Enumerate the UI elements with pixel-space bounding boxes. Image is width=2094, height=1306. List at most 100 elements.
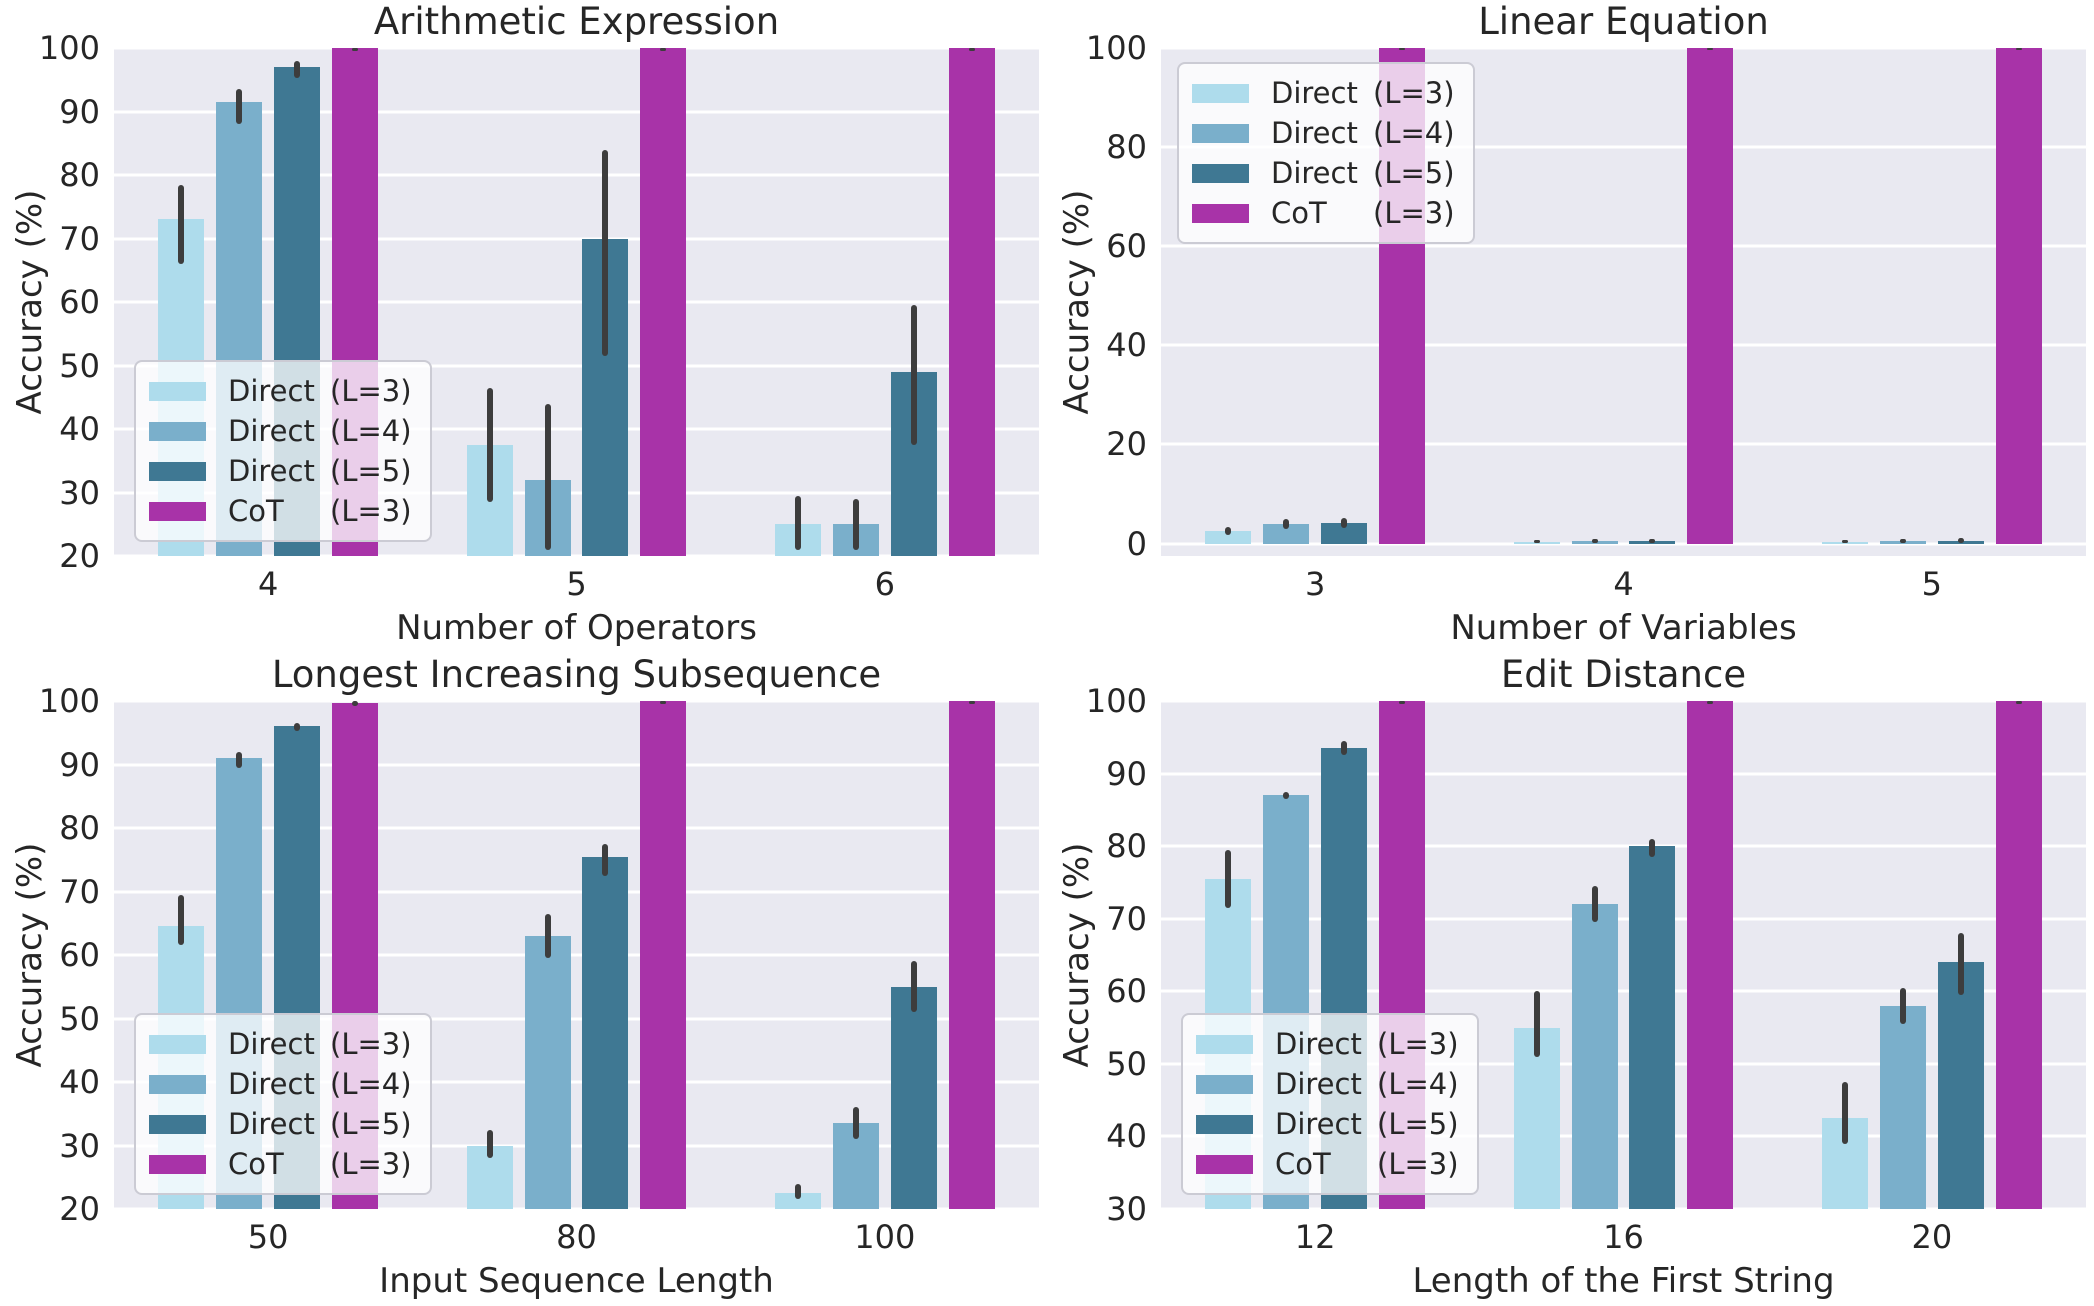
subplot-arithmetic-expression: Arithmetic Expression Accuracy (%) 20 30 40 5…	[0, 0, 1047, 653]
gridline	[1161, 989, 2086, 993]
gridline	[114, 554, 1039, 556]
legend-label-param: (L=3)	[330, 494, 412, 528]
error-bar	[1533, 991, 1540, 1057]
legend-label-param: (L=5)	[330, 454, 412, 488]
gridline	[114, 364, 1039, 367]
legend-swatch-cot-l3	[1192, 203, 1249, 223]
y-tick-label: 40	[59, 1063, 100, 1101]
error-bar	[794, 1183, 801, 1200]
gridline	[1161, 701, 2086, 703]
legend-row: CoT (L=3)	[1192, 193, 1455, 233]
error-bar	[1533, 539, 1540, 544]
bar-cot-l3	[1995, 701, 2042, 1209]
error-bar	[544, 913, 551, 959]
legend-row: Direct (L=5)	[1196, 1104, 1459, 1144]
y-tick-label: 60	[59, 936, 100, 974]
bar-direct-l4	[1571, 541, 1618, 544]
legend-swatch-cot-l3	[149, 501, 206, 521]
legend-row: Direct (L=4)	[149, 411, 412, 451]
bar-direct-l3	[1513, 1027, 1560, 1209]
bar-direct-l5	[890, 986, 937, 1209]
plot-area: Direct (L=3) Direct (L=4) Direct (L=5) CoT (L=3…	[114, 701, 1039, 1209]
y-axis-label: Accuracy (%)	[1057, 842, 1097, 1068]
error-bar	[794, 495, 801, 550]
error-bar	[910, 961, 917, 1013]
y-tick-label: 30	[1106, 1190, 1147, 1228]
bar-cot-l3	[1687, 701, 1734, 1209]
plot-area: Direct (L=3) Direct (L=4) Direct (L=5) CoT (L=3…	[1161, 701, 2086, 1209]
error-bar	[968, 48, 975, 52]
bar-direct-l4	[1879, 1005, 1926, 1209]
error-bar	[178, 184, 185, 264]
error-bar	[1225, 527, 1232, 535]
error-bar	[1283, 791, 1290, 799]
legend-swatch-direct-l4	[149, 421, 206, 441]
error-bar	[236, 89, 243, 125]
gridline	[1161, 442, 2086, 446]
gridline	[114, 1017, 1039, 1020]
error-bar	[544, 403, 551, 550]
gridline	[114, 110, 1039, 113]
gridline	[114, 173, 1039, 177]
legend-label-param: (L=3)	[1373, 76, 1455, 110]
error-bar	[1649, 538, 1656, 543]
legend-row: Direct (L=4)	[1196, 1064, 1459, 1104]
error-bar	[1341, 740, 1348, 756]
legend-swatch-direct-l3	[1192, 83, 1249, 103]
legend-swatch-direct-l5	[149, 461, 206, 481]
gridline	[114, 427, 1039, 431]
legend-swatch-direct-l3	[149, 1034, 206, 1054]
y-tick-label: 50	[59, 999, 100, 1038]
legend-label-param: (L=3)	[330, 374, 412, 408]
error-bar	[1225, 849, 1232, 908]
legend-row: Direct (L=3)	[149, 1024, 412, 1064]
gridline	[1161, 1062, 2086, 1066]
legend-swatch-direct-l4	[149, 1074, 206, 1094]
error-bar	[1899, 539, 1906, 543]
gridline	[114, 1207, 1039, 1209]
chart-title: Longest Increasing Subsequence	[271, 653, 882, 696]
error-bar	[660, 701, 667, 704]
y-axis-label: Accuracy (%)	[1057, 189, 1097, 415]
bar-direct-l5	[1937, 962, 1984, 1209]
gridline	[114, 300, 1039, 304]
plot-area: Direct (L=3) Direct (L=4) Direct (L=5) CoT (L=3…	[1161, 48, 2086, 556]
legend: Direct (L=3) Direct (L=4) Direct (L=5) CoT (L=3…	[134, 360, 432, 542]
legend-label: CoT	[1275, 1147, 1331, 1181]
error-bar	[2015, 701, 2022, 704]
chart-title: Linear Equation	[1478, 0, 1769, 43]
y-tick-label: 60	[1106, 227, 1147, 266]
legend-swatch-direct-l3	[149, 381, 206, 401]
legend-label-param: (L=3)	[1373, 196, 1455, 230]
y-tick-label: 90	[1106, 754, 1147, 793]
legend-label-param: (L=3)	[1377, 1027, 1459, 1061]
legend-row: Direct (L=3)	[149, 371, 412, 411]
gridline	[1161, 542, 2086, 546]
y-tick-label: 20	[59, 537, 100, 575]
legend-swatch-direct-l4	[1196, 1074, 1253, 1094]
legend-label: Direct	[1275, 1067, 1362, 1101]
error-bar	[1283, 518, 1290, 530]
x-tick-label: 4	[1613, 565, 1634, 603]
bar-direct-l5	[1321, 523, 1368, 544]
gridline	[1161, 1134, 2086, 1138]
legend-label: Direct	[228, 414, 315, 448]
y-tick-label: 100	[38, 29, 100, 67]
legend-swatch-direct-l5	[1196, 1114, 1253, 1134]
subplot-linear-equation: Linear Equation Accuracy (%) 0 20 40 60 80 100 D…	[1047, 0, 2094, 653]
y-tick-label: 40	[1106, 326, 1147, 365]
legend-swatch-direct-l5	[1192, 163, 1249, 183]
legend-label-param: (L=4)	[1373, 116, 1455, 150]
error-bar	[352, 48, 359, 52]
legend-label-param: (L=3)	[330, 1027, 412, 1061]
legend-label: Direct	[1271, 116, 1358, 150]
legend-label-param: (L=5)	[1377, 1107, 1459, 1141]
x-tick-label: 5	[1921, 565, 1942, 603]
x-axis-label: Input Sequence Length	[379, 1261, 774, 1301]
legend-label: Direct	[1275, 1107, 1362, 1141]
legend-swatch-direct-l3	[1196, 1034, 1253, 1054]
bar-direct-l5	[582, 856, 629, 1209]
error-bar	[178, 894, 185, 946]
legend-label-param: (L=5)	[330, 1107, 412, 1141]
error-bar	[1957, 538, 1964, 543]
